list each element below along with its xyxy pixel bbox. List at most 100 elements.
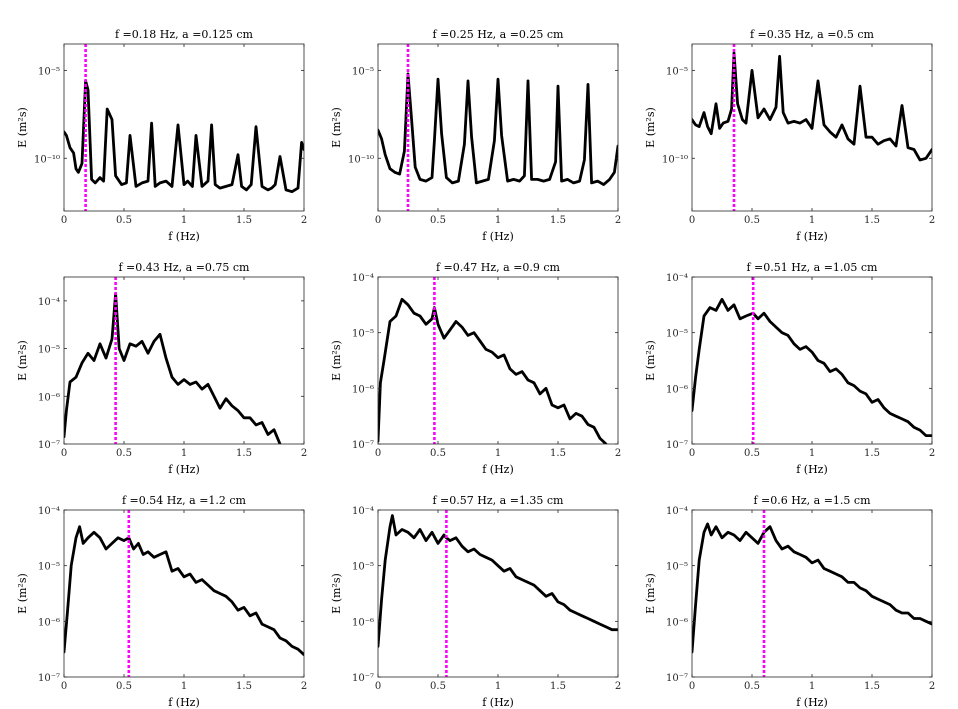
y-tick-label: 10⁻⁵ (38, 66, 60, 77)
x-tick-label: 0 (61, 681, 67, 692)
x-tick-label: 0.5 (744, 215, 760, 226)
y-tick-label: 10⁻⁷ (38, 440, 60, 451)
subplot-title: f =0.18 Hz, a =0.125 cm (115, 28, 254, 41)
x-tick-label: 0 (61, 448, 67, 459)
y-tick-label: 10⁻⁷ (666, 673, 688, 684)
x-axis-label: f (Hz) (796, 463, 828, 476)
spectrum-line (378, 514, 618, 648)
y-axis-label: E (m²s) (644, 340, 657, 381)
x-tick-label: 0.5 (430, 448, 446, 459)
y-tick-label: 10⁻⁶ (38, 617, 60, 628)
x-tick-label: 0 (375, 215, 381, 226)
y-tick-label: 10⁻⁴ (38, 506, 60, 517)
x-tick-label: 2 (615, 681, 621, 692)
y-tick-label: 10⁻⁴ (352, 273, 374, 284)
y-tick-label: 10⁻⁴ (352, 506, 374, 517)
x-tick-label: 2 (301, 681, 307, 692)
y-axis-label: E (m²s) (16, 107, 29, 148)
y-tick-label: 10⁻⁵ (352, 329, 374, 340)
y-tick-label: 10⁻⁷ (352, 440, 374, 451)
spectrum-line (692, 522, 932, 654)
subplot-1: f =0.18 Hz, a =0.125 cm 0 0.5 1 1.5 2 10⁻⁵ 10⁻¹… (16, 28, 307, 243)
spectrum-line (692, 51, 932, 162)
y-tick-label: 10⁻¹⁰ (662, 154, 688, 165)
y-tick-label: 10⁻⁵ (666, 66, 688, 77)
y-tick-label: 10⁻⁵ (666, 329, 688, 340)
axes-box (691, 509, 933, 678)
spectrum-line (64, 292, 282, 444)
x-tick-label: 0.5 (744, 681, 760, 692)
spectrum-line (378, 72, 618, 187)
x-tick-label: 1 (809, 681, 815, 692)
x-tick-label: 2 (929, 215, 935, 226)
subplot-title: f =0.35 Hz, a =0.5 cm (750, 28, 875, 41)
x-tick-label: 1 (181, 215, 187, 226)
subplot-2: f =0.25 Hz, a =0.25 cm 0 0.5 1 1.5 2 10⁻⁵ 10⁻¹⁰… (330, 28, 621, 243)
x-tick-label: 1.5 (864, 681, 880, 692)
y-tick-label: 10⁻⁶ (666, 384, 688, 395)
x-tick-label: 1.5 (550, 215, 566, 226)
x-tick-label: 0.5 (116, 215, 132, 226)
y-tick-label: 10⁻⁷ (666, 440, 688, 451)
x-tick-label: 0.5 (430, 681, 446, 692)
axes-box (377, 276, 619, 445)
x-tick-label: 1 (181, 681, 187, 692)
x-tick-label: 0.5 (116, 448, 132, 459)
subplot-title: f =0.51 Hz, a =1.05 cm (746, 261, 878, 274)
y-tick-label: 10⁻⁵ (352, 66, 374, 77)
spectrum-line (64, 525, 304, 657)
spectrum-line (64, 79, 304, 194)
x-tick-label: 0 (61, 215, 67, 226)
x-tick-label: 1 (181, 448, 187, 459)
x-tick-label: 0.5 (430, 215, 446, 226)
y-tick-label: 10⁻⁶ (666, 617, 688, 628)
subplot-title: f =0.25 Hz, a =0.25 cm (432, 28, 564, 41)
x-tick-label: 1.5 (236, 681, 252, 692)
x-tick-label: 0 (375, 448, 381, 459)
y-axis-label: E (m²s) (644, 107, 657, 148)
axes-box (377, 43, 619, 212)
x-axis-label: f (Hz) (796, 696, 828, 709)
y-tick-label: 10⁻⁵ (666, 562, 688, 573)
y-axis-label: E (m²s) (16, 573, 29, 614)
axes-box (691, 276, 933, 445)
y-axis-label: E (m²s) (330, 573, 343, 614)
x-tick-label: 1.5 (864, 215, 880, 226)
y-tick-label: 10⁻⁴ (38, 297, 60, 308)
y-tick-label: 10⁻⁶ (352, 384, 374, 395)
subplot-title: f =0.57 Hz, a =1.35 cm (432, 494, 564, 507)
x-axis-label: f (Hz) (482, 230, 514, 243)
x-tick-label: 0.5 (116, 681, 132, 692)
y-axis-label: E (m²s) (644, 573, 657, 614)
y-axis-label: E (m²s) (16, 340, 29, 381)
x-tick-label: 1 (495, 681, 501, 692)
subplot-title: f =0.6 Hz, a =1.5 cm (753, 494, 871, 507)
x-tick-label: 2 (615, 448, 621, 459)
x-tick-label: 2 (615, 215, 621, 226)
x-tick-label: 1.5 (236, 215, 252, 226)
x-tick-label: 0 (689, 215, 695, 226)
x-tick-label: 1.5 (550, 681, 566, 692)
x-tick-label: 0 (689, 448, 695, 459)
x-axis-label: f (Hz) (168, 230, 200, 243)
subplot-7: f =0.54 Hz, a =1.2 cm 0 0.5 1 1.5 2 10⁻⁴ 10⁻⁵ 10… (16, 494, 307, 709)
y-tick-label: 10⁻⁵ (352, 562, 374, 573)
x-tick-label: 0.5 (744, 448, 760, 459)
y-tick-label: 10⁻⁶ (352, 617, 374, 628)
subplot-title: f =0.54 Hz, a =1.2 cm (122, 494, 247, 507)
x-tick-label: 1.5 (236, 448, 252, 459)
spectrum-line (692, 297, 932, 438)
x-tick-label: 2 (301, 448, 307, 459)
y-tick-label: 10⁻⁷ (38, 673, 60, 684)
x-tick-label: 1 (495, 215, 501, 226)
x-tick-label: 1 (495, 448, 501, 459)
x-tick-label: 1 (809, 215, 815, 226)
axes-box (63, 276, 305, 445)
y-tick-label: 10⁻⁴ (666, 506, 688, 517)
subplot-title: f =0.47 Hz, a =0.9 cm (436, 261, 561, 274)
subplot-3: f =0.35 Hz, a =0.5 cm 0 0.5 1 1.5 2 10⁻⁵ 10⁻¹⁰ f… (644, 28, 935, 243)
x-axis-label: f (Hz) (168, 463, 200, 476)
y-axis-label: E (m²s) (330, 107, 343, 148)
x-tick-label: 1.5 (864, 448, 880, 459)
